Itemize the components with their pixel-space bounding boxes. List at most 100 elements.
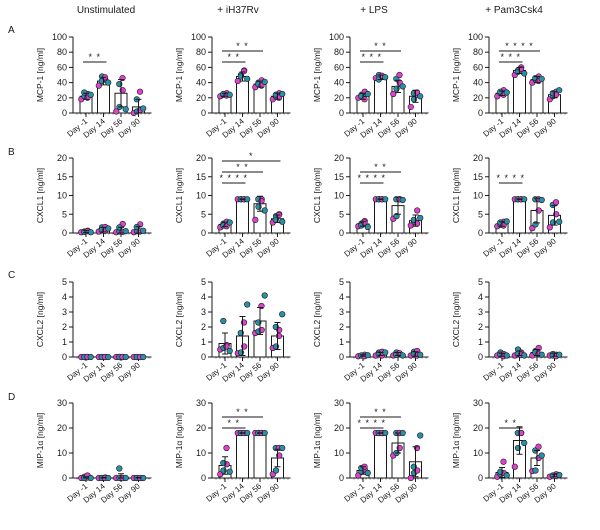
bar	[374, 76, 387, 114]
column-title-1: + iH37Rv	[217, 5, 258, 16]
data-point	[503, 89, 510, 96]
data-point	[407, 474, 414, 482]
y-tick-label: 20	[57, 93, 67, 103]
y-tick-label: 20	[334, 423, 344, 433]
data-point	[261, 78, 268, 85]
y-tick-label: 3	[62, 307, 67, 317]
y-tick-label: 0	[201, 228, 206, 238]
data-point	[261, 292, 268, 299]
y-tick-label: 20	[473, 153, 483, 163]
significance-label: * * * *	[357, 173, 386, 183]
data-point	[261, 207, 268, 214]
bar	[236, 432, 249, 479]
y-tick-label: 60	[473, 62, 483, 72]
y-tick-label: 4	[478, 292, 483, 302]
data-point	[407, 103, 414, 111]
y-tick-label: 10	[473, 448, 483, 458]
y-tick-label: 20	[196, 423, 206, 433]
data-point	[140, 353, 147, 361]
data-point	[95, 82, 102, 89]
y-tick-label: 15	[57, 172, 67, 182]
data-point	[417, 351, 424, 358]
y-tick-label: 15	[196, 172, 206, 182]
data-point	[538, 75, 545, 82]
data-point	[140, 227, 147, 234]
y-tick-label: 60	[196, 62, 206, 72]
significance-label: * *	[504, 418, 517, 428]
significance-label: *	[249, 151, 254, 161]
y-axis-label: CXCL1 [ng/ml]	[312, 168, 322, 223]
y-tick-label: 40	[196, 78, 206, 88]
data-point	[122, 353, 129, 361]
y-tick-label: 30	[196, 398, 206, 408]
data-point	[87, 91, 94, 98]
data-point	[105, 79, 112, 86]
y-tick-label: 60	[334, 62, 344, 72]
data-point	[279, 218, 286, 225]
y-tick-label: 10	[196, 191, 206, 201]
y-tick-label: 0	[339, 228, 344, 238]
data-point	[382, 74, 389, 81]
significance-label: * *	[374, 407, 387, 417]
y-tick-label: 0	[201, 108, 206, 118]
data-point	[552, 199, 560, 206]
y-tick-label: 30	[57, 398, 67, 408]
significance-label: * * * *	[496, 173, 525, 183]
data-point	[220, 317, 227, 325]
y-tick-label: 10	[334, 191, 344, 201]
y-axis-label: MCP-1 [ng/ml]	[451, 48, 461, 102]
y-tick-label: 30	[334, 398, 344, 408]
column-title-3: + Pam3Csk4	[485, 5, 543, 16]
data-point	[252, 216, 259, 223]
data-point	[122, 106, 129, 113]
y-tick-label: 0	[339, 108, 344, 118]
data-point	[399, 83, 406, 90]
data-point	[140, 105, 147, 112]
y-tick-label: 4	[62, 292, 67, 302]
row-label: B	[8, 147, 15, 158]
bar	[374, 198, 387, 234]
y-tick-label: 1	[339, 337, 344, 347]
y-tick-label: 20	[334, 93, 344, 103]
y-tick-label: 4	[201, 292, 206, 302]
y-axis-label: CXCL1 [ng/ml]	[451, 168, 461, 223]
significance-label: * *	[227, 418, 240, 428]
data-point	[535, 443, 542, 450]
y-tick-label: 5	[339, 209, 344, 219]
significance-label: * * *	[361, 52, 382, 62]
y-tick-label: 20	[473, 93, 483, 103]
y-tick-label: 20	[334, 153, 344, 163]
y-tick-label: 5	[62, 209, 67, 219]
y-tick-label: 3	[339, 307, 344, 317]
y-axis-label: MIP-1α [ng/ml]	[312, 413, 322, 468]
data-point	[87, 353, 94, 361]
bar	[374, 432, 387, 479]
y-tick-label: 3	[478, 307, 483, 317]
data-point	[556, 351, 563, 358]
bar	[513, 198, 526, 234]
y-axis-label: CXCL2 [ng/ml]	[451, 292, 461, 347]
y-axis-label: CXCL2 [ng/ml]	[174, 292, 184, 347]
y-tick-label: 80	[334, 47, 344, 57]
y-tick-label: 20	[57, 423, 67, 433]
y-tick-label: 80	[473, 47, 483, 57]
data-point	[279, 90, 286, 98]
y-tick-label: 0	[62, 228, 67, 238]
y-tick-label: 40	[473, 78, 483, 88]
data-point	[417, 93, 424, 100]
y-tick-label: 80	[196, 47, 206, 57]
column-title-0: Unstimulated	[77, 5, 135, 16]
y-tick-label: 10	[57, 448, 67, 458]
data-point	[414, 207, 421, 214]
y-tick-label: 0	[478, 228, 483, 238]
significance-label: * * * *	[505, 41, 534, 51]
y-tick-label: 4	[339, 292, 344, 302]
